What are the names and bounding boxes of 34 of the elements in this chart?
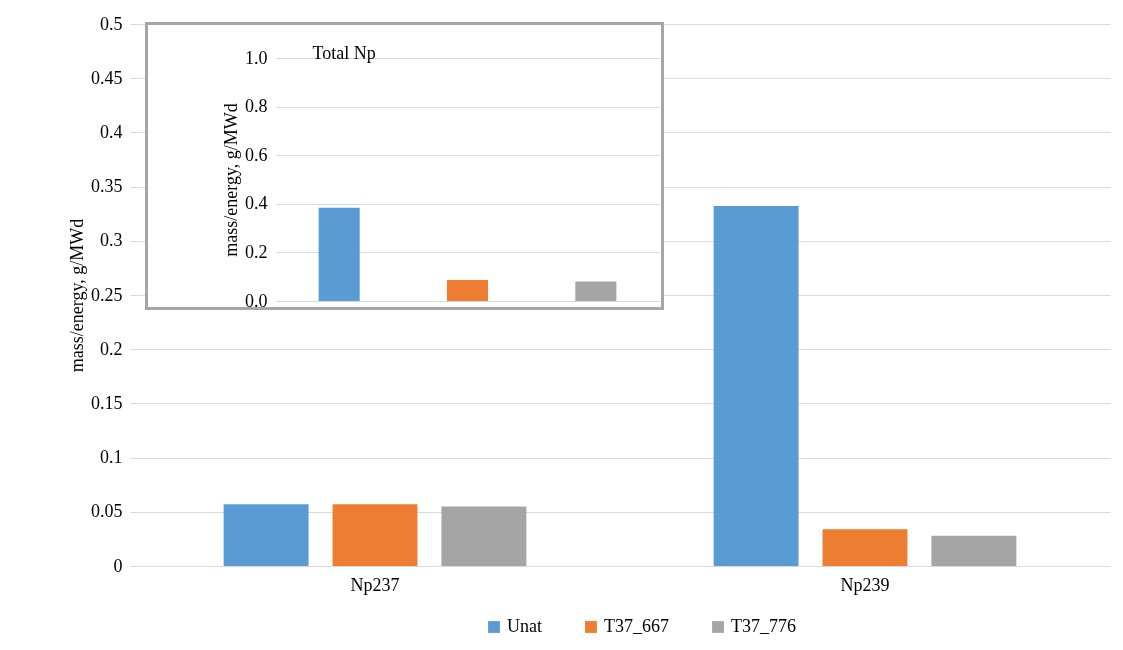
bar: [332, 504, 418, 566]
bar: [822, 529, 908, 566]
chart-title: Total Np: [312, 43, 376, 63]
y-tick-label: 0.2: [245, 241, 268, 262]
bar: [931, 535, 1017, 566]
bar: [575, 281, 617, 301]
bar: [318, 207, 360, 301]
y-tick-label: 0.3: [100, 230, 123, 251]
bar: [441, 506, 527, 566]
y-tick-label: 0.1: [100, 447, 123, 468]
x-tick-label: Np239: [840, 574, 890, 595]
y-tick-label: 0.4: [100, 121, 123, 142]
y-tick-label: 0.5: [100, 13, 123, 34]
y-tick-label: 0.05: [91, 501, 123, 522]
y-tick-label: 0.25: [91, 284, 123, 305]
y-tick-label: 0.6: [245, 144, 268, 165]
y-axis-title: mass/energy, g/MWd: [67, 218, 87, 373]
y-tick-label: 0.0: [245, 290, 268, 311]
legend-label: T37_776: [731, 616, 796, 636]
y-tick-label: 0.4: [245, 193, 268, 214]
y-tick-label: 0.8: [245, 96, 268, 117]
y-tick-label: 0.45: [91, 67, 123, 88]
legend-label: T37_667: [604, 616, 669, 636]
bar: [223, 504, 309, 566]
y-tick-label: 1.0: [245, 47, 268, 68]
y-tick-label: 0.35: [91, 176, 123, 197]
y-axis-title: mass/energy, g/MWd: [221, 103, 241, 257]
y-tick-label: 0: [113, 555, 123, 576]
bar: [446, 280, 489, 301]
y-tick-label: 0.15: [91, 392, 123, 413]
bar: [713, 206, 799, 566]
y-tick-label: 0.2: [100, 338, 123, 359]
x-tick-label: Np237: [350, 574, 400, 595]
legend-label: Unat: [507, 616, 542, 636]
